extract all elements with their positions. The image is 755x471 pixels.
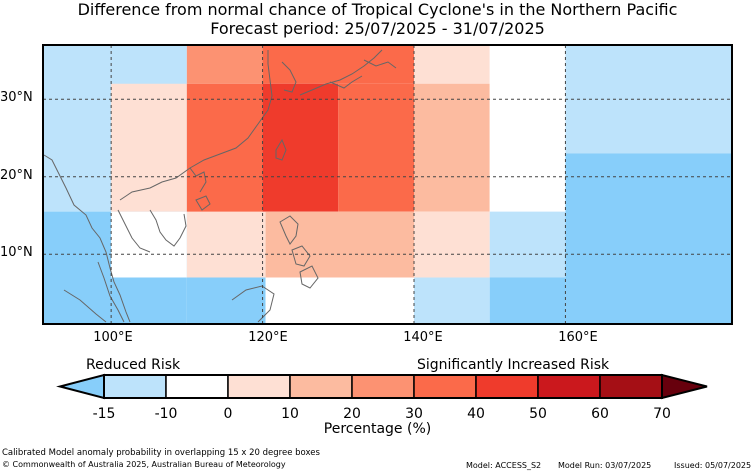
footer-model: Model: ACCESS_S2 xyxy=(466,461,542,470)
increased-risk-label: Significantly Increased Risk xyxy=(417,357,610,373)
colorbar-bin xyxy=(103,374,167,399)
colorbar-bin xyxy=(289,374,353,399)
footer-issued: Issued: 05/07/2025 xyxy=(674,461,752,470)
anomaly-cell xyxy=(262,83,339,212)
colorbar-tick-label: 20 xyxy=(343,406,361,422)
reduced-risk-label: Reduced Risk xyxy=(86,357,181,373)
anomaly-cell xyxy=(414,211,490,278)
map-title: Difference from normal chance of Tropica… xyxy=(77,0,678,19)
anomaly-cell xyxy=(338,83,414,212)
anomaly-cell xyxy=(489,277,566,324)
footer-description: Calibrated Model anomaly probability in … xyxy=(2,448,320,458)
anomaly-cell xyxy=(186,45,263,84)
colorbar-tick-label: 30 xyxy=(405,406,423,422)
colorbar-bins xyxy=(103,374,663,399)
anomaly-cell xyxy=(489,45,566,212)
map-frame xyxy=(42,44,733,325)
lon-label-140e: 140°E xyxy=(403,330,443,345)
anomaly-cell xyxy=(265,211,414,278)
colorbar-frame xyxy=(103,374,663,399)
colorbar-bin xyxy=(227,374,291,399)
colorbar-bin xyxy=(537,374,601,399)
lon-label-100e: 100°E xyxy=(93,330,133,345)
map-panel xyxy=(42,44,733,325)
anomaly-cell xyxy=(565,153,732,324)
anomaly-cell xyxy=(186,211,266,278)
colorbar-tick-label: -10 xyxy=(154,406,178,422)
lon-label-160e: 160°E xyxy=(558,330,598,345)
graticule xyxy=(43,45,732,324)
footer-model-run: Model Run: 03/07/2025 xyxy=(558,461,652,470)
coastlines xyxy=(43,49,397,323)
anomaly-cell xyxy=(262,45,414,84)
colorbar-tick-label: 10 xyxy=(281,406,299,422)
anomaly-cell xyxy=(489,211,566,278)
colorbar-over-arrow xyxy=(661,373,708,400)
colorbar-bin xyxy=(413,374,477,399)
anomaly-cell xyxy=(265,277,414,324)
anomaly-cell xyxy=(414,83,490,212)
anomaly-cell xyxy=(186,83,263,212)
footer-copyright: © Commonwealth of Australia 2025, Austra… xyxy=(2,460,286,469)
anomaly-grid xyxy=(43,45,732,324)
colorbar-tick-label: 60 xyxy=(591,406,609,422)
colorbar-tick-label: -15 xyxy=(92,406,116,422)
anomaly-cell xyxy=(111,83,187,212)
colorbar-tick-label: 0 xyxy=(223,406,233,422)
lon-label-120e: 120°E xyxy=(248,330,288,345)
forecast-period: Forecast period: 25/07/2025 - 31/07/2025 xyxy=(210,19,545,38)
colorbar-bin xyxy=(599,374,663,399)
colorbar-tick-label: 70 xyxy=(653,406,671,422)
lat-label-10n: 10°N xyxy=(0,245,33,260)
colorbar-bin xyxy=(475,374,539,399)
colorbar-tick-label: 40 xyxy=(467,406,485,422)
colorbar-axis-label: Percentage (%) xyxy=(323,421,432,437)
colorbar-under-arrow xyxy=(56,373,105,400)
anomaly-cell xyxy=(414,45,490,84)
anomaly-cell xyxy=(414,277,490,324)
colorbar-bin xyxy=(165,374,229,399)
colorbar xyxy=(56,373,708,400)
lat-label-20n: 20°N xyxy=(0,168,33,183)
lat-label-30n: 30°N xyxy=(0,90,33,105)
colorbar-bin xyxy=(351,374,415,399)
colorbar-tick-label: 50 xyxy=(529,406,547,422)
anomaly-cell xyxy=(186,277,266,324)
